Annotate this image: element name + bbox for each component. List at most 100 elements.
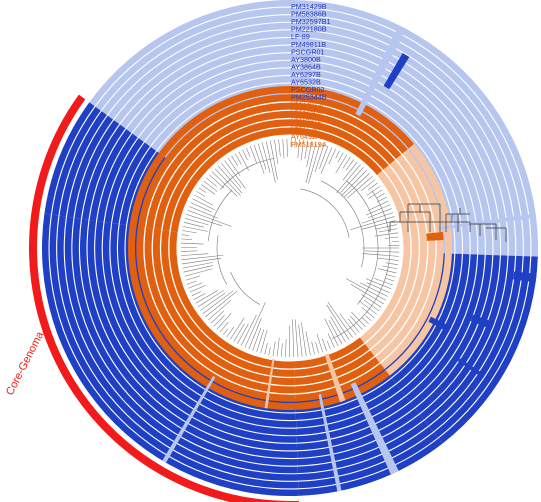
tree-branch [185, 275, 201, 281]
tree-branch [256, 329, 265, 353]
tree-branch [374, 232, 399, 237]
tree-branch [181, 253, 209, 256]
tree-branch [184, 268, 213, 277]
tree-branch [223, 328, 229, 335]
blue-ring-segment [150, 76, 290, 151]
accessory-gene-block [383, 52, 410, 90]
tree-branch [350, 284, 384, 305]
tree-branch [207, 299, 232, 321]
blue-strain-labels: PM31429BPM58386BPM32597B1PM22180BLF-89PM… [291, 2, 331, 102]
orange-ring-segment [359, 251, 411, 343]
tree-branch [257, 143, 267, 170]
blue-ring-segment [95, 7, 290, 111]
tree-branch [280, 343, 283, 357]
accessory-gene-block [470, 314, 495, 330]
orange-ring-segment [290, 86, 415, 149]
tree-branch [322, 338, 327, 351]
tree-branch [188, 282, 203, 289]
tree-branch [272, 341, 276, 356]
strain-label: PSCGR01 [291, 47, 325, 56]
tree-branch [304, 140, 309, 159]
strain-label: AY3800B [291, 55, 321, 64]
variable-gene-gap [264, 358, 275, 409]
tree-branch [237, 323, 249, 344]
tree-branch [285, 339, 287, 358]
tree-branch [342, 161, 358, 181]
blue-ring-segment [290, 68, 428, 137]
tree-branch [182, 226, 208, 232]
blue-ring-segment [463, 98, 523, 257]
tree-branch [181, 254, 224, 261]
blue-ring-segment [296, 396, 410, 443]
core-genome-arc [29, 94, 299, 502]
tree-branch [306, 140, 313, 167]
tree-branch [364, 250, 400, 253]
tree-branch [319, 145, 329, 169]
tree-branch [190, 202, 212, 213]
tree-branch [181, 234, 190, 236]
orange-ring-segment [375, 252, 436, 363]
phylogenetic-tree [180, 138, 507, 358]
tree-branch [216, 313, 232, 330]
tree-branch [183, 222, 204, 228]
blue-ring-segment [297, 414, 424, 466]
tree-branch [292, 319, 295, 358]
orange-ring-segment [137, 157, 172, 228]
tree-branch [341, 170, 367, 197]
tree-branch [240, 314, 257, 346]
tree-branch [268, 347, 271, 356]
tree-branch [361, 212, 394, 224]
blue-ring-segment [156, 83, 290, 156]
blue-ring-segment [296, 390, 406, 436]
tree-branch [249, 146, 258, 164]
tree-branch [361, 307, 375, 318]
blue-ring-segment [126, 45, 290, 133]
strain-label: PSCGR02 [291, 85, 325, 94]
strain-label: PM49811B [291, 40, 326, 49]
blue-ring-segment [298, 432, 439, 489]
tree-branch [327, 333, 335, 348]
orange-ring-segment [383, 165, 419, 253]
tree-branch [194, 194, 214, 206]
tree-branch [315, 342, 319, 354]
blue-ring-segment [451, 108, 508, 256]
orange-ring-segment [192, 127, 290, 182]
blue-ring-segment [469, 93, 531, 257]
tree-branch [265, 141, 276, 183]
blue-ring-segment [107, 22, 290, 120]
tree-branch [202, 290, 234, 314]
tree-branch [368, 200, 389, 211]
tree-node-arc [208, 189, 233, 241]
tree-branch [367, 182, 378, 191]
blue-ring-segment [434, 122, 485, 255]
blue-ring-segment [59, 111, 107, 217]
tree-branch [384, 277, 395, 282]
tree-branch [213, 315, 225, 327]
tree-branch [206, 177, 217, 187]
orange-strain-labels: PM23019APM37984APM15972A1PM21567AAY6492A… [291, 99, 331, 149]
accessory-gene-block [426, 231, 444, 241]
variable-gene-gap [324, 353, 346, 403]
variable-gene-gap [350, 382, 399, 475]
blue-ring-segment [97, 133, 138, 222]
orange-ring-segment [154, 167, 185, 230]
strain-label: PM31429B [291, 2, 327, 11]
blue-ring-segment [132, 53, 290, 138]
tree-branch [197, 290, 225, 308]
strain-label: PM51819A [291, 140, 327, 149]
tree-branch [345, 159, 355, 171]
tree-branch [286, 138, 288, 157]
tree-branch [242, 149, 248, 161]
genome-rings [42, 0, 538, 496]
tree-branch [188, 206, 218, 219]
tree-branch [328, 319, 343, 345]
strain-label: PM37984A [291, 107, 327, 116]
tree-branch [360, 179, 376, 192]
tree-branch [219, 321, 229, 333]
strain-label: PM25344B [291, 93, 327, 102]
blue-ring-segment [296, 402, 415, 451]
orange-ring-segment [165, 94, 290, 162]
blue-ring-segment [396, 254, 470, 390]
tree-branch [314, 144, 325, 172]
tree-branch [366, 282, 390, 294]
